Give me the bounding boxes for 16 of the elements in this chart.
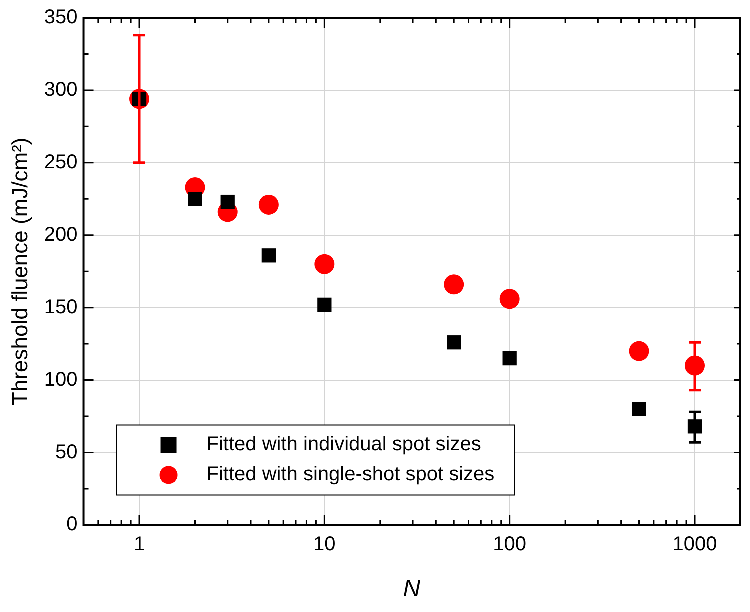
x-tick-label: 100 [493,534,527,556]
legend-label: Fitted with individual spot sizes [206,434,482,456]
y-tick-label: 150 [44,296,78,318]
y-tick-label: 50 [56,441,78,464]
y-tick-label: 250 [44,151,78,174]
x-axis-title: N [403,575,422,602]
y-tick-label: 350 [44,6,78,29]
y-axis-title: Threshold fluence (mJ/cm²) [7,138,32,406]
x-tick-label: 1 [134,534,146,556]
legend-label: Fitted with single-shot spot sizes [206,464,495,486]
x-tick-label: 1000 [672,534,718,556]
y-tick-label: 0 [66,514,78,536]
y-tick-label: 100 [44,368,78,391]
y-tick-label: 300 [44,78,78,101]
y-tick-label: 200 [44,224,78,246]
x-tick-label: 10 [314,534,336,556]
